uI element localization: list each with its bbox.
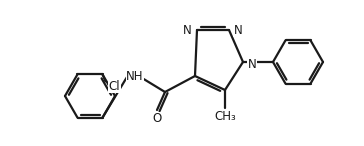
Text: N: N [248,58,257,71]
Text: N: N [234,24,243,36]
Text: CH₃: CH₃ [214,111,236,124]
Text: N: N [183,24,192,36]
Text: O: O [153,113,162,126]
Text: Cl: Cl [109,80,120,93]
Text: NH: NH [126,69,144,82]
